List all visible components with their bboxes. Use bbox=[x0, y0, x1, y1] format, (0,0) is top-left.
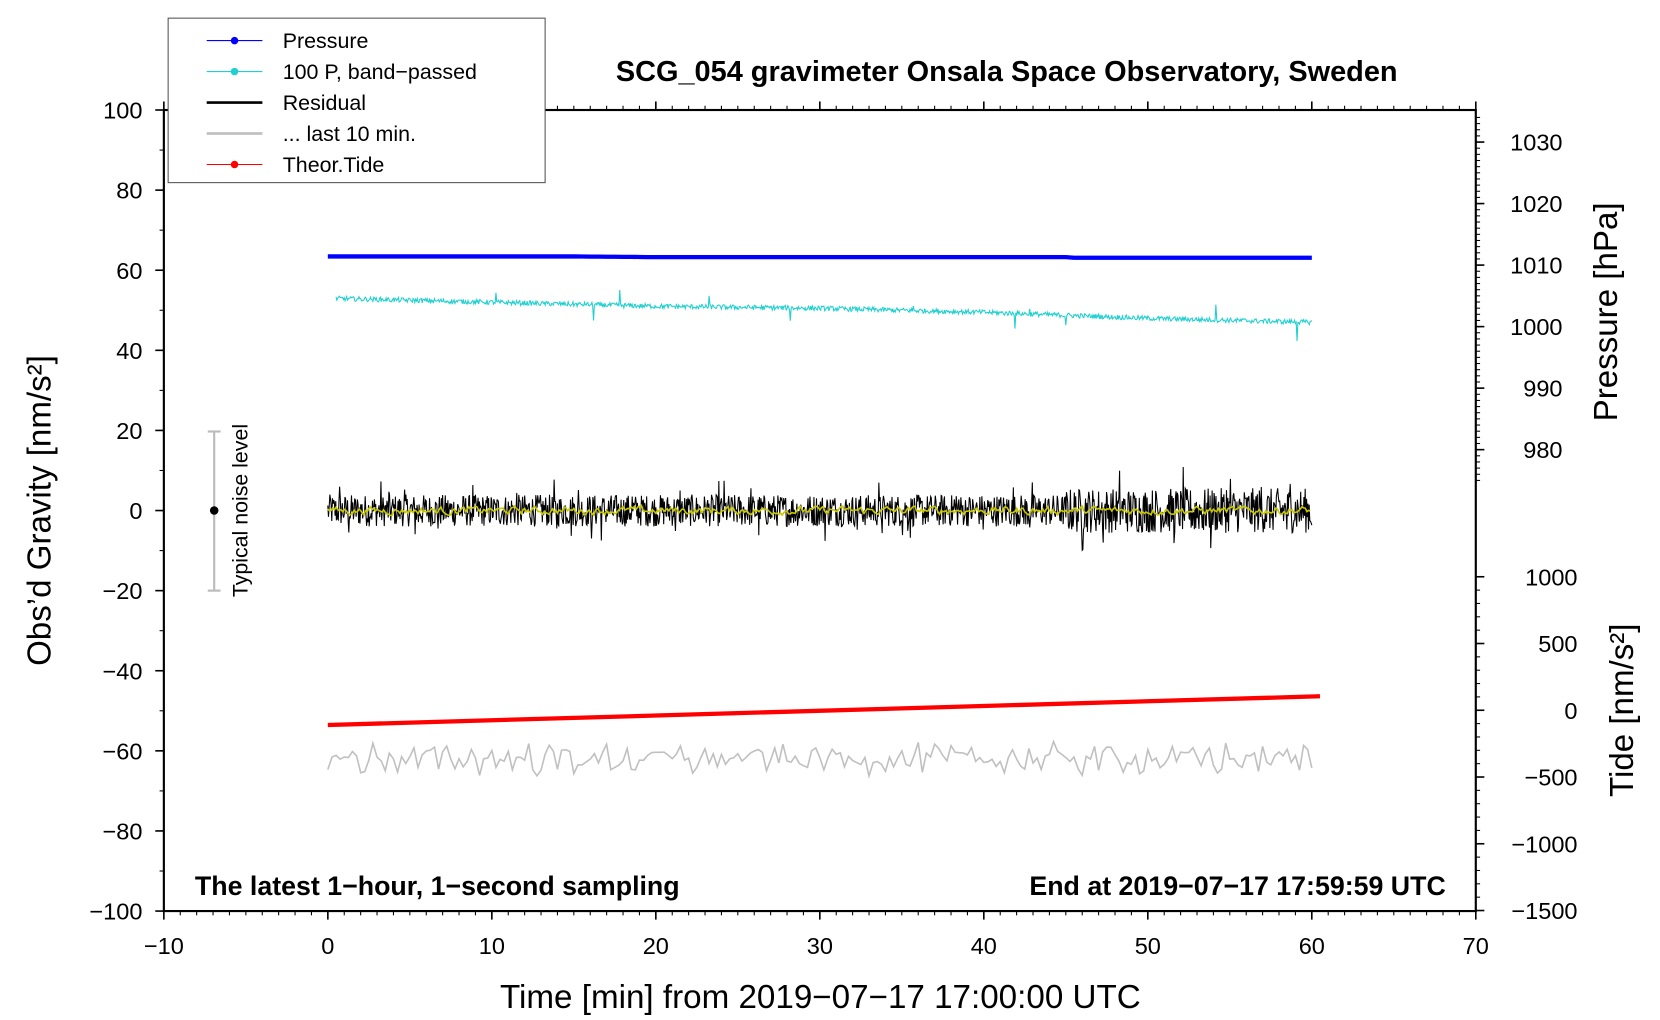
legend: Pressure 100 P, band−passed Residual ... la… bbox=[168, 18, 545, 182]
y-tick-label: 40 bbox=[116, 338, 142, 364]
tide-tick-label: 500 bbox=[1538, 631, 1577, 657]
y-tick-label: −80 bbox=[102, 819, 142, 845]
x-tick-label: 50 bbox=[1135, 933, 1161, 959]
tide-tick-label: −500 bbox=[1524, 765, 1577, 791]
pressure-tick-label: 990 bbox=[1523, 376, 1562, 402]
pressure-tick-label: 1030 bbox=[1510, 130, 1562, 156]
tide-tick-label: 1000 bbox=[1525, 564, 1577, 590]
x-tick-label: 70 bbox=[1463, 933, 1489, 959]
last-10-min-line bbox=[328, 742, 1312, 776]
x-axis-label: Time [min] from 2019−07−17 17:00:00 UTC bbox=[500, 979, 1141, 1016]
x-tick-label: 60 bbox=[1299, 933, 1325, 959]
tide-tick-label: −1000 bbox=[1511, 831, 1577, 857]
pressure-tick-label: 1000 bbox=[1510, 314, 1562, 340]
legend-label: ... last 10 min. bbox=[283, 122, 416, 146]
pressure-axis-label: Pressure [hPa] bbox=[1588, 202, 1625, 421]
noise-level-bar: Typical noise level bbox=[208, 424, 253, 597]
x-tick-label: 20 bbox=[643, 933, 669, 959]
legend-label: Theor.Tide bbox=[283, 153, 385, 177]
legend-label: Residual bbox=[283, 91, 366, 115]
pressure-tick-label: 1010 bbox=[1510, 253, 1562, 279]
tide-axis-label: Tide [nm/s²] bbox=[1604, 624, 1641, 797]
gravimeter-chart: SCG_054 gravimeter Onsala Space Observat… bbox=[0, 0, 1660, 1020]
x-tick-label: −10 bbox=[144, 933, 184, 959]
x-tick-label: 10 bbox=[479, 933, 505, 959]
legend-label: 100 P, band−passed bbox=[283, 60, 477, 84]
y-tick-label: −20 bbox=[102, 578, 142, 604]
chart-title: SCG_054 gravimeter Onsala Space Observat… bbox=[616, 56, 1398, 88]
tide-line bbox=[328, 696, 1320, 725]
tide-tick-label: −1500 bbox=[1511, 898, 1577, 924]
legend-marker bbox=[231, 68, 238, 75]
x-tick-label: 0 bbox=[321, 933, 334, 959]
y-tick-label: 60 bbox=[116, 258, 142, 284]
annotation-left: The latest 1−hour, 1−second sampling bbox=[195, 871, 680, 901]
y-tick-label: 0 bbox=[129, 498, 142, 524]
legend-marker bbox=[231, 37, 238, 44]
x-tick-label: 40 bbox=[971, 933, 997, 959]
y-tick-label: −40 bbox=[102, 658, 142, 684]
annotation-right: End at 2019−07−17 17:59:59 UTC bbox=[1029, 871, 1445, 901]
y-tick-label: 100 bbox=[103, 98, 142, 124]
y-tick-label: −60 bbox=[102, 738, 142, 764]
y-axis-label: Obs’d Gravity [nm/s²] bbox=[21, 355, 58, 666]
legend-label: Pressure bbox=[283, 29, 369, 53]
y-tick-label: 20 bbox=[116, 418, 142, 444]
pressure-tick-label: 980 bbox=[1523, 437, 1562, 463]
y-tick-label: −100 bbox=[89, 899, 142, 925]
band-passed-line bbox=[336, 290, 1312, 341]
pressure-tick-label: 1020 bbox=[1510, 191, 1562, 217]
y-tick-label: 80 bbox=[116, 178, 142, 204]
legend-marker bbox=[231, 161, 238, 168]
x-tick-label: 30 bbox=[807, 933, 833, 959]
tide-tick-label: 0 bbox=[1564, 698, 1577, 724]
pressure-line bbox=[328, 256, 1312, 257]
noise-level-label: Typical noise level bbox=[228, 424, 252, 597]
